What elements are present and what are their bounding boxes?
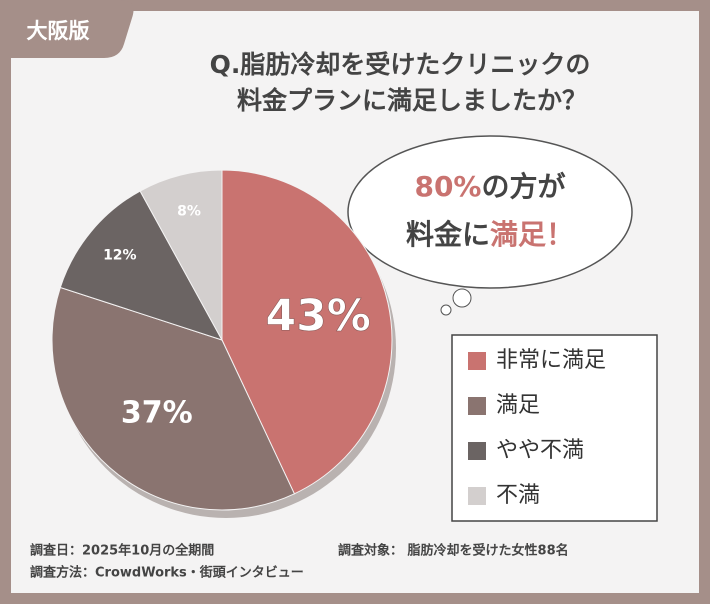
badge-text: 大阪版: [27, 19, 90, 43]
callout-highlight: ！: [546, 218, 574, 251]
legend-swatch: [468, 397, 486, 415]
callout-dot: [440, 304, 452, 316]
title-line: 料金プランに満足しましたか？: [237, 86, 587, 115]
legend-swatch: [468, 352, 486, 370]
slice-label: 37%: [121, 395, 193, 430]
callout-line: 80%の方が: [414, 170, 565, 203]
note: 調査対象： 脂肪冷却を受けた女性88名: [338, 543, 569, 559]
legend-swatch: [468, 487, 486, 505]
pie-slice: [221, 169, 393, 495]
callout-line: 料金に満足！: [406, 218, 574, 251]
callout-highlight: 満足: [490, 218, 546, 251]
note: 調査方法：CrowdWorks・街頭インタビュー: [30, 565, 304, 581]
legend-label: 満足: [496, 393, 540, 418]
pie-slice: [59, 190, 224, 341]
slice-label: 8%: [177, 204, 201, 220]
legend-label: 不満: [496, 483, 540, 508]
title-line: Q.脂肪冷却を受けたクリニックの: [210, 50, 591, 79]
legend-swatch: [468, 442, 486, 460]
callout-text: 料金に: [406, 218, 490, 251]
pie-slice: [51, 286, 296, 511]
legend-box: [451, 334, 658, 522]
callout-cloud: [347, 135, 633, 289]
legend-label: 非常に満足: [496, 348, 606, 373]
slice-label: 12%: [103, 247, 137, 263]
callout-text: の方が: [482, 170, 566, 203]
badge: [0, 0, 134, 58]
pie-slice: [139, 169, 223, 341]
callout-dot: [452, 288, 472, 308]
legend-label: やや不満: [496, 438, 584, 463]
slice-label: 43%: [266, 290, 371, 341]
note: 調査日：2025年10月の全期間: [30, 543, 214, 559]
callout-highlight: 80%: [414, 170, 481, 203]
